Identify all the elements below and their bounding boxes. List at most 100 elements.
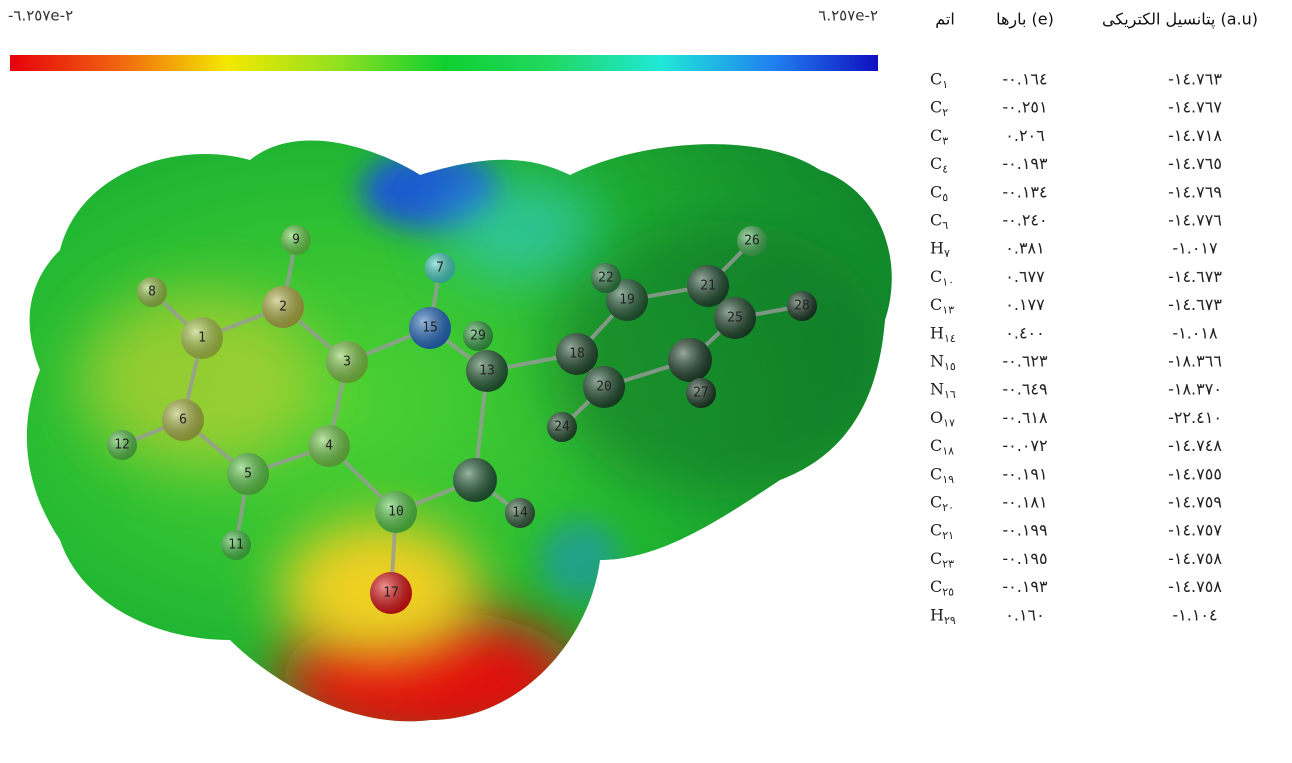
atom-name: C٦	[930, 211, 948, 233]
charge: -٠.١٨١	[1002, 493, 1047, 512]
charge: -٠.١٩٣	[1002, 577, 1048, 596]
atom-label: 14	[512, 506, 528, 521]
atom-label: 19	[619, 293, 635, 308]
colorbar-min-label: -٦.٢٥٧e-٢	[8, 7, 73, 25]
atom-name: H٢٩	[930, 605, 956, 627]
atom-index: ٢	[942, 106, 948, 119]
charge: -٠.١٩٣	[1002, 154, 1048, 173]
potential: -١٤.٧٥٩	[1168, 493, 1222, 512]
table-header: (a.u) پتانسیل الکتریکی	[1102, 10, 1258, 30]
charge: -٠.١٩١	[1002, 464, 1047, 483]
potential: -١٤.٧٦٣	[1168, 70, 1222, 89]
potential: -١٤.٧٥٨	[1168, 577, 1222, 596]
atom-label: 18	[569, 347, 585, 362]
atom-index: ٢٠	[942, 501, 954, 514]
atom-label: 6	[179, 413, 187, 428]
atom-index: ١٨	[942, 445, 954, 458]
atom-name: C٤	[930, 154, 948, 176]
charge: -٠.٢٤٠	[1002, 211, 1047, 230]
atom-label: 5	[244, 467, 252, 482]
potential: -١٨.٣٧٠	[1168, 380, 1222, 399]
atom-label: 15	[422, 321, 438, 336]
atom-shade	[453, 458, 497, 502]
atom-label: 8	[148, 285, 156, 300]
atom-name: C١٠	[930, 267, 954, 289]
potential: -١.٠١٧	[1172, 239, 1218, 258]
atom-index: ١٠	[942, 275, 954, 288]
potential: -١٤.٧٦٧	[1168, 98, 1222, 117]
atom-index: ٤	[942, 163, 948, 176]
atom-name: C٢	[930, 98, 948, 120]
charge: -٠.١٩٩	[1002, 521, 1047, 540]
potential: -١.٠١٨	[1172, 323, 1218, 342]
atom-name: C٢١	[930, 521, 954, 543]
table-header: اتم	[935, 10, 955, 29]
atom-label: 28	[794, 299, 810, 314]
potential: -١٤.٧٦٥	[1168, 154, 1222, 173]
atom-name: C١٣	[930, 295, 954, 317]
charge: -٠.٠٧٢	[1002, 436, 1047, 455]
atom-index: ١٦	[944, 388, 956, 401]
atom-label: 9	[292, 233, 300, 248]
charge: -٠.١٦٤	[1002, 70, 1047, 89]
atom-name: O١٧	[930, 408, 955, 430]
atom-label: 3	[343, 355, 351, 370]
potential: -١٨.٣٦٦	[1168, 352, 1222, 371]
colorbar-max-label: ٦.٢٥٧e-٢	[818, 7, 878, 25]
potential: -١٤.٧٥٧	[1168, 521, 1222, 540]
charge: ٠.٤٠٠	[1005, 323, 1044, 342]
atom-label: 24	[554, 420, 570, 435]
atom-label: 10	[388, 505, 404, 520]
atom-label: 25	[727, 311, 743, 326]
potential: -١٤.٦٧٣	[1168, 295, 1222, 314]
atom-label: 17	[383, 586, 399, 601]
atom-index: ٢١	[942, 529, 954, 542]
charge: -٠.١٣٤	[1002, 182, 1047, 201]
charge: -٠.٦١٨	[1002, 408, 1048, 427]
atom-name: C١	[930, 70, 948, 92]
atom-name: C٥	[930, 182, 948, 204]
atom-name: N١٦	[930, 380, 956, 402]
atom-index: ٧	[944, 247, 950, 260]
charge: -٠.٦٢٣	[1002, 352, 1048, 371]
atom-label: 2	[279, 300, 287, 315]
charge: -٠.١٩٥	[1002, 549, 1047, 568]
table: اتم (e) بارها (a.u) پتانسیل الکتریکی C١ -٠.١…	[930, 10, 1258, 627]
atom-name: C٢٥	[930, 577, 954, 599]
atom-index: ٥	[942, 191, 948, 204]
atom-index: ١٤	[944, 332, 956, 345]
charge: ٠.٢٠٦	[1005, 126, 1044, 145]
atom-label: 20	[596, 380, 612, 395]
atom-name: H٧	[930, 239, 950, 261]
charge: ٠.٣٨١	[1005, 239, 1044, 258]
potential: -١٤.٧٧٦	[1168, 211, 1222, 230]
atom-index: ١٩	[942, 473, 954, 486]
atom-shade	[668, 338, 712, 382]
atom-label: 22	[598, 271, 614, 286]
atom-index: ٦	[942, 219, 948, 232]
atom-label: 4	[325, 439, 333, 454]
charge: ٠.٦٧٧	[1005, 267, 1045, 286]
atom-label: 21	[700, 279, 716, 294]
charge: -٠.٢٥١	[1002, 98, 1047, 117]
table-header: (e) بارها	[996, 10, 1054, 30]
atom-name: C٢٣	[930, 549, 954, 571]
atom-label: 12	[114, 438, 130, 453]
potential: -١٤.٧٥٥	[1168, 464, 1222, 483]
potential: -١٤.٧٥٨	[1168, 549, 1222, 568]
potential: -١٤.٧١٨	[1168, 126, 1222, 145]
atom-label: 11	[228, 538, 244, 553]
potential: -٢٢.٤١٠	[1168, 408, 1222, 427]
atom-index: ١٣	[942, 304, 954, 317]
atom-name: N١٥	[930, 352, 956, 374]
atom-index: ١٧	[943, 416, 955, 429]
atom-name: C١٩	[930, 464, 954, 486]
atom-index: ٣	[942, 134, 948, 147]
atom-label: 27	[693, 386, 709, 401]
atom-index: ٢٩	[944, 614, 956, 627]
potential: -١٤.٧٦٩	[1168, 182, 1222, 201]
atom-name: C٣	[930, 126, 948, 148]
atom-index: ٢٥	[942, 586, 954, 599]
potential: -١٤.٧٤٨	[1168, 436, 1222, 455]
charge: ٠.١٧٧	[1005, 295, 1045, 314]
